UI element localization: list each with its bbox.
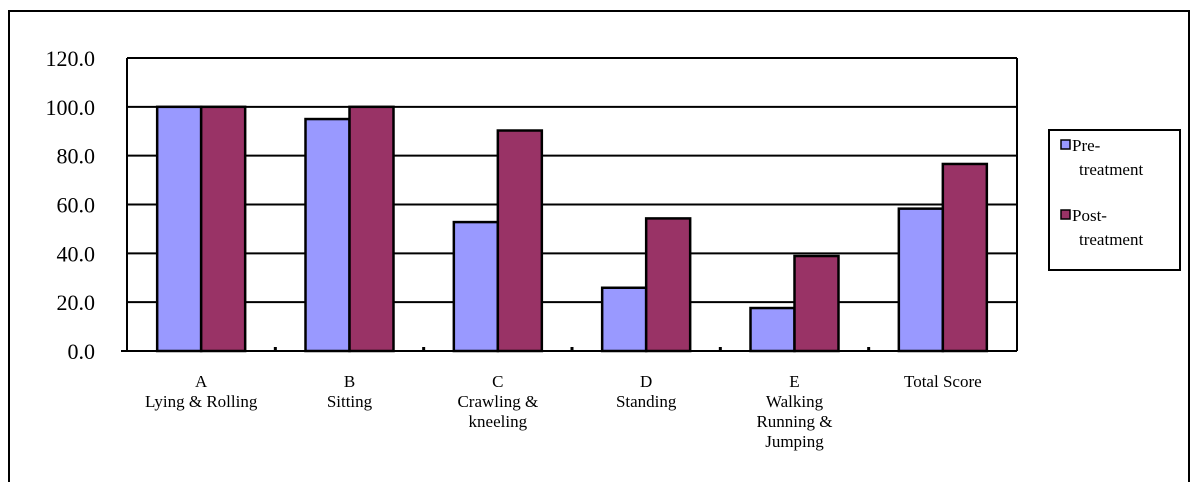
x-tick-label: C — [492, 372, 503, 391]
y-tick-label: 60.0 — [57, 193, 96, 218]
y-tick-label: 80.0 — [57, 144, 96, 169]
x-tick-label: Sitting — [327, 392, 373, 411]
legend-label: Post- — [1072, 206, 1107, 225]
legend-swatch — [1060, 209, 1071, 220]
bar — [496, 129, 544, 353]
bar — [600, 286, 648, 353]
x-tick-label: kneeling — [469, 412, 528, 431]
legend-swatch — [1060, 139, 1071, 150]
y-tick-labels: 0.0 20.0 40.0 60.0 80.0 100.0 120.0 — [46, 46, 96, 364]
bar — [452, 220, 500, 353]
axes — [121, 58, 1018, 352]
legend: Pre-treatment Post-treatment — [1048, 129, 1181, 271]
legend-label: Pre- — [1072, 136, 1101, 155]
bar — [304, 117, 351, 353]
x-tick-label: Lying & Rolling — [145, 392, 258, 411]
x-tick-label: A — [195, 372, 208, 391]
x-tick-label: E — [789, 372, 799, 391]
x-tick-label: Standing — [616, 392, 677, 411]
legend-label: treatment — [1079, 230, 1143, 249]
bar — [793, 254, 840, 353]
x-tick-label: D — [640, 372, 652, 391]
y-tick-label: 100.0 — [46, 95, 96, 120]
y-tick-label: 20.0 — [57, 290, 96, 315]
gridlines — [127, 57, 1017, 304]
x-tick-label: Running & — [756, 412, 832, 431]
x-tick-label: Crawling & — [457, 392, 538, 411]
x-tick-label: Jumping — [765, 432, 824, 451]
x-tick-label: Walking — [766, 392, 824, 411]
bar — [941, 162, 989, 353]
legend-label: treatment — [1079, 160, 1143, 179]
bars — [155, 105, 989, 353]
legend-box — [1048, 129, 1181, 271]
y-tick-label: 40.0 — [57, 241, 96, 266]
x-tick-label: Total Score — [904, 372, 982, 391]
y-tick-label: 120.0 — [46, 46, 96, 71]
bar — [749, 306, 796, 353]
bar — [348, 105, 395, 353]
bar — [897, 207, 945, 353]
x-tick-label: B — [344, 372, 355, 391]
bar — [199, 105, 247, 353]
y-tick-label: 0.0 — [68, 339, 96, 364]
bar — [155, 105, 203, 353]
bar — [644, 217, 692, 353]
